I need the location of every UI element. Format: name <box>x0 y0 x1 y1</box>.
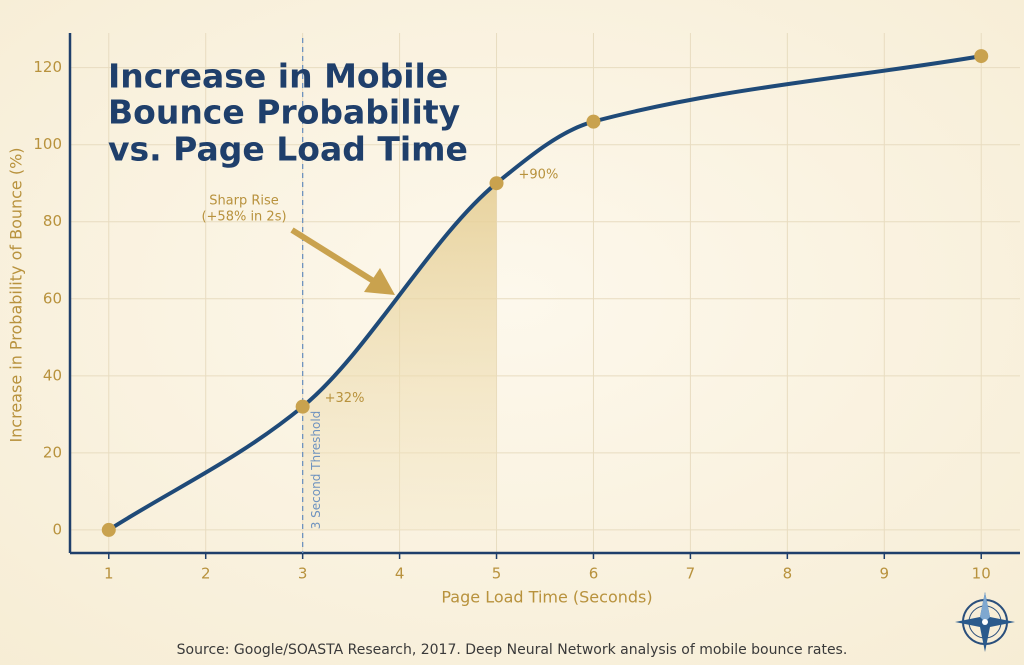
annotation-arrow <box>290 227 377 285</box>
plot: 3 Second Threshold+32% +90% Sharp Rise(+58… <box>101 38 989 553</box>
annotation-text: (+58% in 2s) <box>201 210 286 225</box>
y-tick-label: 40 <box>43 366 62 384</box>
data-point <box>101 522 116 537</box>
highlight-area <box>302 183 497 530</box>
x-tick-label: 4 <box>395 565 405 583</box>
x-tick-label: 5 <box>492 565 502 583</box>
x-tick-label: 7 <box>686 565 696 583</box>
chart-title: Increase in Mobile <box>108 57 448 96</box>
data-point <box>586 114 601 129</box>
data-point <box>295 399 310 414</box>
chart-title: Bounce Probability <box>108 93 460 132</box>
x-tick-label: 3 <box>298 565 308 583</box>
data-point <box>974 49 989 64</box>
source-note: Source: Google/SOASTA Research, 2017. De… <box>177 642 848 658</box>
y-tick-label: 120 <box>33 58 62 76</box>
x-tick-label: 6 <box>589 565 599 583</box>
x-axis-label: Page Load Time (Seconds) <box>441 588 652 607</box>
y-tick-label: 80 <box>43 212 62 230</box>
annotation-arrowhead <box>364 268 395 295</box>
line-series <box>107 54 982 532</box>
threshold-label: 3 Second Threshold <box>309 411 323 530</box>
x-tick-label: 10 <box>972 565 991 583</box>
x-tick-label: 9 <box>880 565 890 583</box>
y-tick-label: 60 <box>43 289 62 307</box>
y-tick-label: 20 <box>43 443 62 461</box>
data-label: +32% <box>325 391 365 406</box>
chart-title: vs. Page Load Time <box>108 130 468 169</box>
data-label: +90% <box>519 168 559 183</box>
annotation-text: Sharp Rise <box>209 194 279 209</box>
x-tick-label: 8 <box>783 565 793 583</box>
compass-icon <box>955 592 1015 652</box>
y-axis-label: Increase in Probability of Bounce (%) <box>7 147 26 442</box>
y-tick-label: 0 <box>52 520 62 538</box>
x-tick-label: 2 <box>201 565 211 583</box>
y-tick-label: 100 <box>33 135 62 153</box>
data-point <box>489 176 504 191</box>
x-tick-label: 1 <box>104 565 114 583</box>
